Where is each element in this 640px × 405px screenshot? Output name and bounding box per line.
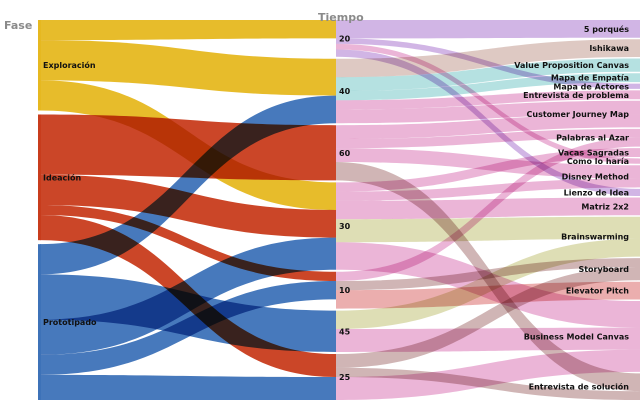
flow-40-value-proposition-canvas [336, 58, 640, 91]
node-exploracion [38, 20, 41, 111]
node-ideacion [38, 114, 41, 241]
flow-prototipado-30 [40, 237, 336, 355]
flow-25-storyboard [336, 266, 640, 368]
method-label-vacas-sagradas: Vacas Sagradas [558, 149, 629, 158]
method-label-disney-method: Disney Method [562, 172, 630, 181]
flow-30-disney-method [336, 178, 640, 201]
nodes [38, 20, 41, 400]
flow-40-ishikawa [336, 39, 640, 78]
method-label-storyboard: Storyboard [578, 265, 629, 274]
flow-40-customer-journey-map [336, 100, 640, 124]
method-label-mapa-de-actores: Mapa de Actores [553, 82, 629, 91]
phase-header: Fase [4, 19, 32, 32]
method-label-como-lo-haria: Como lo haría [567, 157, 629, 166]
time-header: Tiempo [318, 11, 364, 24]
phase-time-links [40, 20, 336, 400]
flow-exploracion-40 [40, 40, 336, 96]
flow-25-business-model-canvas [336, 349, 640, 400]
flow-60-disney-method [336, 148, 640, 179]
flow-exploracion-20 [40, 20, 336, 41]
time-label-60: 60 [339, 149, 351, 158]
flow-40-mapa-de-empatia [336, 73, 640, 101]
method-label-customer-journey-map: Customer Journey Map [527, 110, 630, 119]
method-label-brainswarming: Brainswarming [561, 233, 629, 242]
flow-ideacion-30 [40, 174, 336, 238]
time-label-25: 25 [339, 373, 351, 382]
method-label-matriz-2x2: Matriz 2x2 [581, 202, 629, 211]
flow-prototipado-40 [40, 95, 336, 275]
flow-45-brainswarming [336, 238, 640, 329]
method-label-ishikawa: Ishikawa [589, 44, 629, 53]
node-prototipado [38, 244, 41, 400]
method-label-lienzo-de-idea: Lienzo de Idea [564, 188, 629, 197]
flow-20-5-porques [336, 20, 640, 39]
phase-label-ideacion: Ideación [43, 172, 82, 182]
labels: Fase Tiempo Exploración Ideación Prototipa… [4, 11, 629, 392]
flow-40-entrevista-de-problema [336, 90, 640, 110]
method-label-palabras-al-azar: Palabras al Azar [556, 134, 629, 143]
flow-60-customer-journey-map [336, 114, 640, 139]
flow-10-storyboard [336, 258, 640, 291]
flow-30-brainswarming [336, 216, 640, 243]
flow-60-palabras-al-azar [336, 128, 640, 149]
flow-10-palabras-al-azar [336, 137, 640, 281]
method-label-entrevista-de-solucion: Entrevista de solución [529, 382, 630, 392]
flow-prototipado-10 [40, 281, 336, 375]
method-label-elevator-pitch: Elevator Pitch [566, 287, 629, 296]
time-label-30: 30 [339, 222, 351, 231]
method-label-business-model-canvas: Business Model Canvas [524, 332, 629, 341]
time-label-45: 45 [339, 327, 351, 336]
method-label-5-porques: 5 porqués [584, 24, 629, 34]
time-method-links [336, 20, 640, 400]
time-label-40: 40 [339, 87, 351, 96]
phase-label-prototipado: Prototipado [43, 318, 97, 327]
method-label-mapa-de-empatia: Mapa de Empatía [551, 74, 629, 83]
time-label-20: 20 [339, 34, 351, 43]
method-label-value-proposition-canvas: Value Proposition Canvas [514, 61, 629, 70]
phase-label-exploracion: Exploración [43, 60, 96, 70]
method-label-entrevista-de-problema: Entrevista de problema [523, 91, 629, 100]
time-label-10: 10 [339, 286, 351, 295]
flow-prototipado-45 [40, 274, 336, 352]
flow-ideacion-10 [40, 204, 336, 281]
flow-prototipado-25 [40, 374, 336, 400]
